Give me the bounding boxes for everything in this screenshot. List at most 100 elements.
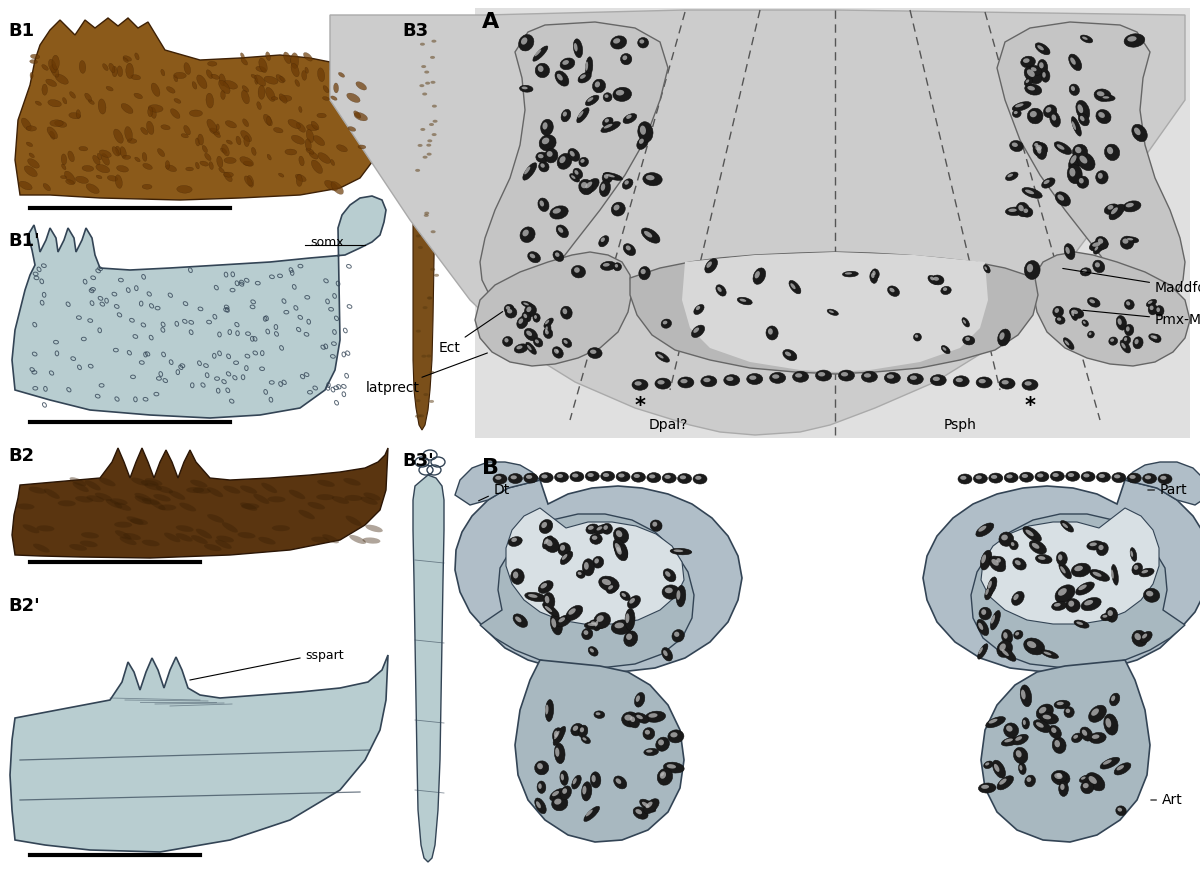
Ellipse shape (1055, 585, 1075, 603)
Ellipse shape (931, 275, 944, 285)
Ellipse shape (640, 39, 644, 44)
Ellipse shape (613, 39, 620, 44)
Ellipse shape (142, 540, 160, 547)
Ellipse shape (1093, 572, 1102, 576)
Ellipse shape (161, 124, 170, 130)
Ellipse shape (884, 372, 900, 384)
Ellipse shape (1104, 714, 1118, 735)
Ellipse shape (245, 176, 252, 186)
Ellipse shape (509, 537, 522, 547)
Ellipse shape (514, 614, 528, 627)
Ellipse shape (1070, 155, 1076, 164)
Ellipse shape (311, 121, 319, 130)
Ellipse shape (515, 617, 522, 622)
Ellipse shape (1100, 613, 1111, 621)
Ellipse shape (871, 269, 880, 279)
Ellipse shape (520, 85, 533, 92)
Ellipse shape (578, 180, 593, 194)
Ellipse shape (588, 473, 594, 477)
Ellipse shape (626, 115, 631, 119)
Ellipse shape (206, 93, 214, 108)
Ellipse shape (266, 117, 271, 125)
Ellipse shape (984, 265, 990, 273)
Ellipse shape (564, 340, 568, 344)
Ellipse shape (305, 67, 308, 74)
Ellipse shape (1013, 110, 1021, 117)
Ellipse shape (218, 80, 230, 94)
Ellipse shape (955, 378, 962, 382)
Ellipse shape (166, 160, 169, 169)
Ellipse shape (595, 712, 600, 716)
Ellipse shape (960, 476, 966, 480)
Ellipse shape (115, 146, 121, 155)
Ellipse shape (415, 399, 420, 402)
Ellipse shape (86, 184, 100, 194)
Ellipse shape (544, 592, 554, 610)
Ellipse shape (524, 328, 538, 341)
Ellipse shape (1054, 603, 1061, 607)
Ellipse shape (914, 335, 918, 338)
Ellipse shape (169, 491, 185, 500)
Ellipse shape (227, 140, 233, 145)
Ellipse shape (1034, 143, 1038, 146)
Ellipse shape (1127, 473, 1141, 483)
Ellipse shape (1090, 569, 1110, 582)
Ellipse shape (102, 64, 108, 71)
Ellipse shape (557, 74, 563, 81)
Ellipse shape (362, 538, 380, 544)
Ellipse shape (613, 776, 626, 789)
Ellipse shape (313, 136, 325, 145)
Text: B1': B1' (8, 232, 40, 250)
Ellipse shape (1081, 471, 1096, 482)
Ellipse shape (241, 131, 252, 142)
Ellipse shape (637, 122, 653, 142)
Ellipse shape (755, 271, 760, 279)
Ellipse shape (1008, 173, 1013, 177)
Ellipse shape (560, 58, 575, 70)
Ellipse shape (242, 86, 248, 92)
Ellipse shape (503, 336, 512, 346)
Ellipse shape (616, 471, 630, 482)
Ellipse shape (190, 480, 208, 488)
Ellipse shape (962, 336, 974, 345)
Ellipse shape (574, 168, 583, 179)
Ellipse shape (554, 731, 558, 738)
Ellipse shape (106, 499, 122, 508)
Ellipse shape (62, 97, 67, 104)
Ellipse shape (785, 351, 791, 357)
Ellipse shape (595, 621, 598, 626)
Ellipse shape (1000, 332, 1004, 340)
Ellipse shape (1082, 269, 1087, 272)
Text: sspart: sspart (305, 648, 343, 661)
Ellipse shape (552, 791, 559, 796)
Ellipse shape (694, 474, 707, 484)
Ellipse shape (1124, 237, 1139, 243)
Ellipse shape (622, 593, 626, 597)
Ellipse shape (571, 175, 576, 179)
Ellipse shape (541, 522, 547, 528)
Ellipse shape (217, 156, 223, 167)
Text: B2: B2 (8, 447, 34, 465)
Ellipse shape (1050, 112, 1061, 127)
Ellipse shape (997, 329, 1010, 346)
Ellipse shape (552, 796, 568, 811)
Ellipse shape (365, 525, 383, 533)
Ellipse shape (614, 264, 618, 268)
Ellipse shape (1068, 473, 1074, 477)
Ellipse shape (415, 235, 421, 237)
Ellipse shape (581, 736, 590, 744)
Ellipse shape (146, 121, 154, 135)
Ellipse shape (1009, 540, 1018, 550)
Ellipse shape (511, 569, 524, 584)
Ellipse shape (1082, 730, 1087, 736)
Ellipse shape (994, 764, 1000, 772)
Ellipse shape (889, 288, 894, 293)
Ellipse shape (932, 377, 940, 381)
Ellipse shape (553, 208, 560, 214)
Ellipse shape (792, 371, 809, 382)
Ellipse shape (1058, 781, 1068, 796)
Ellipse shape (539, 783, 541, 789)
Ellipse shape (1025, 78, 1033, 86)
Ellipse shape (1111, 696, 1115, 701)
Ellipse shape (1117, 318, 1122, 325)
